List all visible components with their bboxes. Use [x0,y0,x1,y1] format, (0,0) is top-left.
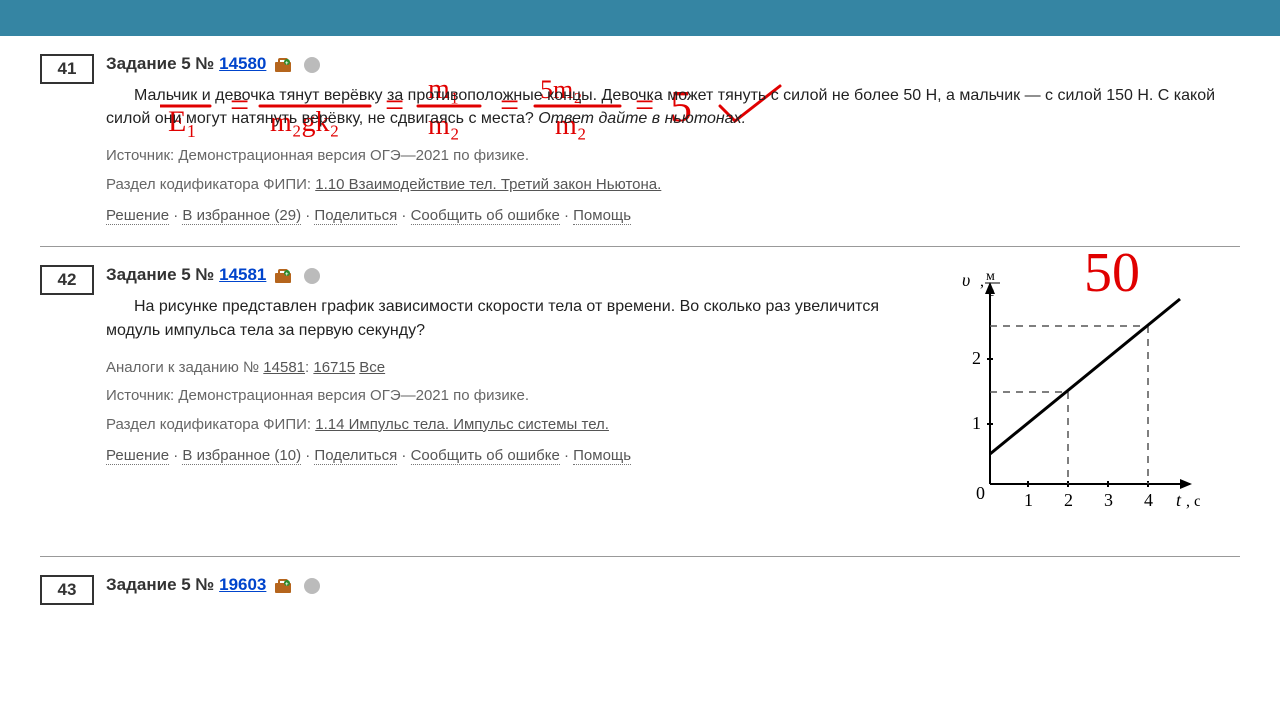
svg-text:4: 4 [1144,490,1153,510]
task-block: 42 Задание 5 № 14581 + [40,247,1240,557]
task-id-link[interactable]: 19603 [219,575,266,594]
task-text: Мальчик и девочка тянут верёвку за проти… [106,84,1240,130]
velocity-chart: 0 1 2 3 4 1 2 [960,269,1200,524]
svg-text:, с: , с [1186,493,1200,510]
svg-text:0: 0 [976,483,985,503]
report-link[interactable]: Сообщить об ошибке [411,447,560,465]
svg-text:+: + [285,61,289,67]
favorite-link[interactable]: В избранное (10) [182,447,301,465]
share-link[interactable]: Поделиться [314,447,397,465]
share-link[interactable]: Поделиться [314,207,397,225]
task-title-prefix: Задание 5 № [106,265,219,284]
task-text-italic: Ответ дайте в ньютонах. [538,110,746,127]
svg-text:υ: υ [962,270,970,290]
report-link[interactable]: Сообщить об ошибке [411,207,560,225]
task-title: Задание 5 № 14581 + [106,265,320,284]
task-title: Задание 5 № 19603 + [106,575,320,594]
source-label: Источник: [106,387,178,404]
svg-text:1: 1 [1024,490,1033,510]
svg-text:с: с [988,285,994,300]
section-label: Раздел кодификатора ФИПИ: [106,176,315,193]
svg-text:м: м [986,269,995,284]
svg-text:2: 2 [1064,490,1073,510]
help-link[interactable]: Помощь [573,447,631,465]
svg-text:t: t [1176,490,1182,510]
solve-link[interactable]: Решение [106,447,169,465]
svg-text:3: 3 [1104,490,1113,510]
analog-link[interactable]: 14581 [263,359,305,376]
task-actions: Решение · В избранное (29) · Поделиться … [106,207,1240,224]
task-title: Задание 5 № 14580 + [106,54,320,73]
svg-text:1: 1 [972,413,981,433]
status-dot-icon[interactable] [304,268,320,284]
task-title-prefix: Задание 5 № [106,54,219,73]
analog-all-link[interactable]: Все [359,359,385,376]
task-id-link[interactable]: 14580 [219,54,266,73]
task-number-box: 41 [40,54,94,84]
task-block: 41 Задание 5 № 14580 + Мальчик и девочка… [40,36,1240,247]
svg-text:+: + [285,272,289,278]
briefcase-icon[interactable]: + [274,268,292,284]
svg-text:2: 2 [972,348,981,368]
analogs-label: Аналоги к заданию № [106,359,263,376]
task-id-link[interactable]: 14581 [219,265,266,284]
task-number-box: 42 [40,265,94,295]
source-text: Демонстрационная версия ОГЭ—2021 по физи… [178,387,529,404]
status-dot-icon[interactable] [304,578,320,594]
favorite-link[interactable]: В избранное (29) [182,207,301,225]
help-link[interactable]: Помощь [573,207,631,225]
solve-link[interactable]: Решение [106,207,169,225]
task-block: 43 Задание 5 № 19603 + [40,557,1240,605]
section-label: Раздел кодификатора ФИПИ: [106,416,315,433]
source-label: Источник: [106,147,178,164]
svg-text:,: , [980,273,984,290]
briefcase-icon[interactable]: + [274,578,292,594]
section-link[interactable]: 1.14 Импульс тела. Импульс системы тел. [315,416,609,433]
analog-link[interactable]: 16715 [313,359,355,376]
task-text-body: На рисунке представлен график зависимост… [106,298,879,338]
task-number-box: 43 [40,575,94,605]
task-title-prefix: Задание 5 № [106,575,219,594]
header-bar [0,0,1280,36]
svg-text:+: + [285,582,289,588]
source-text: Демонстрационная версия ОГЭ—2021 по физи… [178,147,529,164]
briefcase-icon[interactable]: + [274,57,292,73]
status-dot-icon[interactable] [304,57,320,73]
task-text: На рисунке представлен график зависимост… [106,295,896,341]
section-link[interactable]: 1.10 Взаимодействие тел. Третий закон Нь… [315,176,661,193]
